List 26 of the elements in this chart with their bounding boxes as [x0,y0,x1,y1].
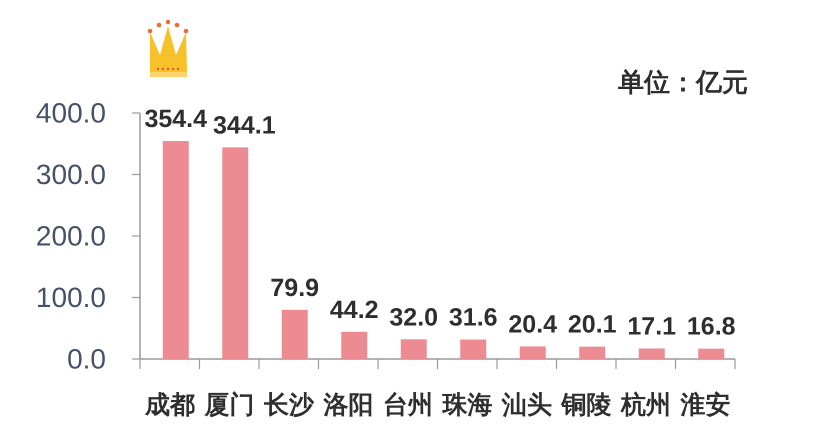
data-label: 20.1 [568,310,617,339]
x-tick-label: 台州 [382,391,433,419]
data-label: 17.1 [627,312,676,340]
y-tick-label: 400.0 [36,98,106,128]
y-tick-label: 300.0 [36,159,106,190]
data-label: 354.4 [144,105,208,134]
y-tick-label: 0.0 [67,344,106,374]
y-tick-label: 100.0 [36,282,106,313]
y-tick-label: 200.0 [36,220,106,252]
data-label: 79.9 [270,274,320,302]
data-label: 44.2 [330,296,379,324]
x-tick-label: 铜陵 [561,391,612,419]
x-tick-label: 杭州 [620,391,671,419]
data-label: 344.1 [213,111,276,140]
data-label: 31.6 [448,304,498,332]
x-tick-label: 汕头 [502,391,552,419]
x-tick-label: 洛阳 [323,391,374,419]
x-tick-label: 淮安 [680,391,730,419]
annotation: 单位：亿元 [618,67,748,97]
x-tick-label: 厦门 [204,391,254,419]
data-label: 32.0 [389,303,438,332]
data-label: 20.4 [508,310,558,338]
x-tick-label: 成都 [144,391,195,419]
data-label: 16.8 [686,312,736,341]
x-tick-label: 长沙 [264,391,314,419]
x-tick-label: 珠海 [442,391,492,419]
